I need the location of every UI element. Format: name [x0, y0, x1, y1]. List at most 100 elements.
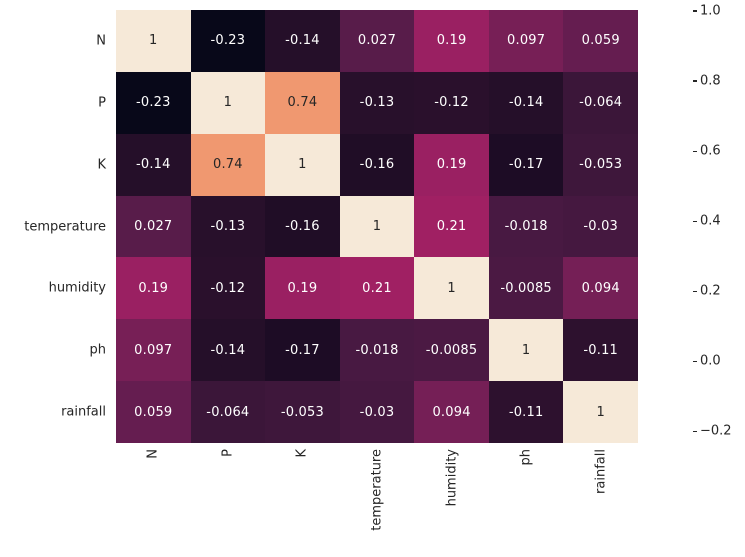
heatmap-cell: -0.053: [563, 133, 638, 196]
colorbar-tick-mark: [693, 220, 697, 222]
heatmap-cell: 1: [488, 319, 564, 382]
cell-value-annotation: 1: [596, 404, 605, 420]
cell-value-annotation: -0.17: [508, 157, 544, 173]
cell-value-annotation: 0.097: [507, 33, 546, 49]
y-axis-label-ph: ph: [89, 342, 107, 358]
heatmap-cell: -0.23: [190, 10, 266, 72]
cell-value-annotation: -0.12: [434, 95, 469, 111]
cell-value-annotation: -0.16: [285, 218, 320, 234]
colorbar-tick-label: 0.4: [700, 213, 721, 229]
heatmap-cell: 0.027: [116, 195, 191, 258]
heatmap-grid: 1 -0.23 -0.14 0.027 0.19 0.097 0.059 -0.23 1 0.74…: [116, 10, 638, 443]
cell-value-annotation: -0.13: [210, 218, 246, 234]
heatmap-cell: 0.19: [265, 257, 340, 320]
heatmap-cell: -0.11: [563, 319, 638, 382]
heatmap-cell: -0.018: [339, 319, 415, 382]
heatmap-cell: -0.064: [190, 381, 266, 443]
cell-value-annotation: 1: [447, 280, 456, 296]
y-axis-label-rainfall: rainfall: [61, 404, 106, 420]
x-axis-label-P: P: [220, 449, 236, 457]
cell-value-annotation: 0.027: [357, 33, 397, 49]
heatmap-cell: 0.059: [563, 10, 638, 72]
heatmap-cell: 0.19: [414, 133, 489, 196]
cell-value-annotation: 0.059: [134, 404, 173, 420]
heatmap-cell: -0.0085: [414, 319, 489, 382]
cell-value-annotation: -0.23: [210, 33, 246, 49]
cell-value-annotation: 1: [372, 218, 382, 234]
heatmap-cell: 0.097: [488, 10, 564, 72]
cell-value-annotation: 0.027: [134, 218, 173, 234]
cell-value-annotation: 1: [521, 342, 531, 358]
colorbar-tick-mark: [693, 360, 697, 362]
x-axis-label-N: N: [145, 449, 161, 459]
cell-value-annotation: 0.19: [436, 33, 467, 49]
heatmap-cell: -0.053: [265, 381, 340, 443]
heatmap-cell: -0.16: [265, 195, 340, 258]
colorbar-tick-label: 0.2: [700, 283, 721, 299]
heatmap-cell: -0.12: [190, 257, 266, 320]
colorbar-tick-mark: [693, 290, 697, 292]
cell-value-annotation: 1: [298, 157, 307, 173]
cell-value-annotation: 0.21: [362, 280, 392, 296]
heatmap-cell: 1: [190, 71, 266, 134]
cell-value-annotation: 0.19: [138, 280, 169, 296]
cell-value-annotation: -0.12: [210, 280, 246, 296]
heatmap-cell: 1: [116, 10, 191, 72]
cell-value-annotation: 0.19: [436, 157, 467, 173]
heatmap-cell: 0.19: [116, 257, 191, 320]
heatmap-cell: 0.74: [190, 133, 266, 196]
cell-value-annotation: -0.14: [210, 342, 246, 358]
heatmap-cell: -0.03: [339, 381, 415, 443]
cell-value-annotation: -0.14: [135, 157, 171, 173]
heatmap-cell: -0.13: [339, 71, 415, 134]
heatmap-cell: 0.094: [563, 257, 638, 320]
y-axis-label-P: P: [98, 95, 106, 111]
heatmap-cell: 1: [563, 381, 638, 443]
y-axis-label-humidity: humidity: [48, 280, 106, 296]
heatmap-cell: -0.14: [265, 10, 340, 72]
heatmap-cell: 0.097: [116, 319, 191, 382]
heatmap-cell: -0.12: [414, 71, 489, 134]
heatmap-cell: 0.74: [265, 71, 340, 134]
cell-value-annotation: 1: [223, 95, 233, 111]
colorbar-tick-label: 1.0: [700, 3, 721, 19]
heatmap-cell: -0.14: [190, 319, 266, 382]
y-axis-label-temperature: temperature: [24, 219, 106, 234]
cell-value-annotation: -0.17: [285, 342, 320, 358]
cell-value-annotation: -0.11: [508, 404, 544, 420]
cell-value-annotation: 0.059: [581, 33, 620, 49]
cell-value-annotation: -0.064: [206, 404, 250, 420]
heatmap-cell: 1: [339, 195, 415, 258]
cell-value-annotation: 0.094: [581, 280, 620, 296]
cell-value-annotation: -0.0085: [425, 342, 478, 358]
x-axis-label-K: K: [294, 449, 310, 458]
colorbar-tick-label: 0.6: [700, 143, 721, 159]
heatmap-cell: 0.21: [414, 195, 489, 258]
cell-value-annotation: -0.13: [359, 95, 395, 111]
heatmap-cell: 0.027: [339, 10, 415, 72]
cell-value-annotation: -0.14: [508, 95, 544, 111]
heatmap-cell: -0.03: [563, 195, 638, 258]
cell-value-annotation: -0.053: [280, 404, 324, 420]
x-axis-label-humidity: humidity: [444, 449, 460, 507]
heatmap-cell: -0.064: [563, 71, 638, 134]
heatmap-cell: 0.059: [116, 381, 191, 443]
heatmap-cell: 1: [265, 133, 340, 196]
heatmap-cell: -0.14: [488, 71, 564, 134]
heatmap-cell: -0.23: [116, 71, 191, 134]
colorbar-tick-label: 0.0: [700, 353, 721, 369]
colorbar-tick-mark: [693, 80, 697, 82]
cell-value-annotation: -0.11: [583, 342, 619, 358]
heatmap-cell: 1: [414, 257, 489, 320]
heatmap-cell: -0.13: [190, 195, 266, 258]
x-axis-label-temperature: temperature: [369, 449, 385, 531]
cell-value-annotation: 0.19: [287, 280, 318, 296]
cell-value-annotation: 1: [149, 33, 158, 49]
cell-value-annotation: 0.74: [212, 157, 243, 173]
heatmap-cell: 0.19: [414, 10, 489, 72]
heatmap-cell: -0.11: [488, 381, 564, 443]
cell-value-annotation: -0.14: [285, 33, 320, 49]
heatmap-cell: -0.17: [488, 133, 564, 196]
y-axis-label-N: N: [96, 33, 106, 49]
